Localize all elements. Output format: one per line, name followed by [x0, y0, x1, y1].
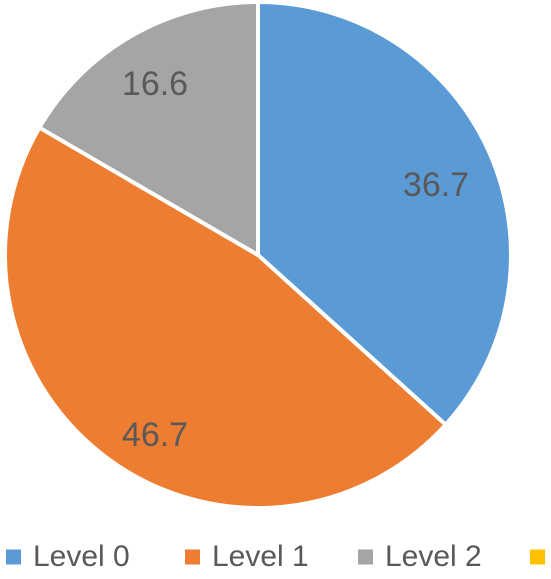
legend-marker-level-0: [6, 549, 21, 565]
legend-marker-level-2: [358, 549, 373, 565]
legend-marker-unlabeled: [530, 549, 545, 565]
legend-label-level-2: Level 2: [385, 540, 482, 573]
legend-label-level-0: Level 0: [33, 540, 130, 573]
pie-slice-level-1: [3, 125, 448, 510]
pie-data-labels: 36.7 46.7 16.6: [122, 65, 469, 454]
pie-slice-level-0: [256, 0, 513, 427]
pie-slice-level-2: [37, 0, 260, 257]
legend-marker-level-1: [185, 549, 200, 565]
legend-label-level-1: Level 1: [212, 540, 309, 573]
pie-slices: [3, 0, 513, 510]
data-label-level-0: 36.7: [403, 166, 469, 204]
data-label-level-1: 46.7: [122, 416, 188, 454]
legend: Level 0 Level 1 Level 2: [6, 540, 545, 573]
data-label-level-2: 16.6: [122, 65, 188, 103]
